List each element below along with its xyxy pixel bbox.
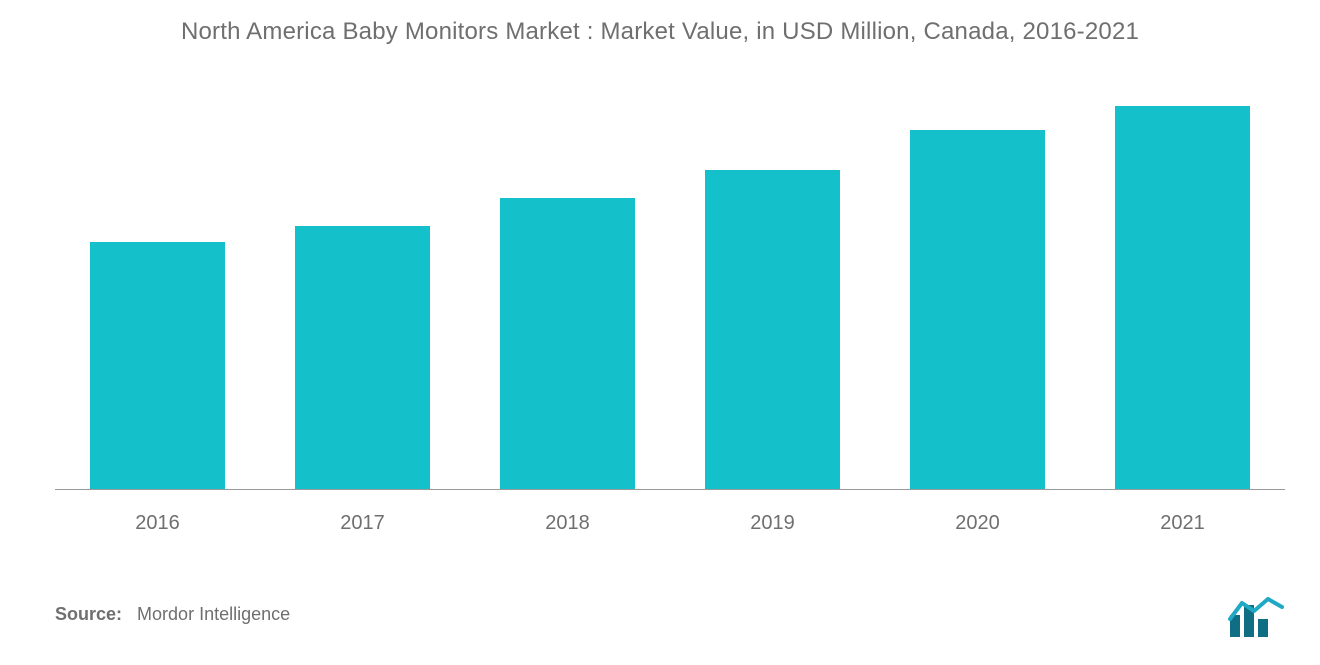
bar-2020	[910, 130, 1045, 490]
mordor-logo-icon	[1228, 597, 1288, 637]
x-label: 2021	[1080, 512, 1285, 535]
bar-slot	[260, 90, 465, 490]
source-value: Mordor Intelligence	[137, 604, 290, 624]
x-label: 2016	[55, 512, 260, 535]
bar-2017	[295, 226, 430, 490]
bar-2019	[705, 170, 840, 490]
bar-slot	[875, 90, 1080, 490]
plot-area	[55, 90, 1285, 490]
x-label: 2017	[260, 512, 465, 535]
source-footer: Source: Mordor Intelligence	[55, 604, 290, 625]
x-label: 2019	[670, 512, 875, 535]
bar-slot	[465, 90, 670, 490]
bar-2021	[1115, 106, 1250, 490]
chart-container: North America Baby Monitors Market : Mar…	[0, 0, 1320, 665]
source-label: Source:	[55, 604, 122, 624]
chart-title: North America Baby Monitors Market : Mar…	[0, 18, 1320, 46]
x-axis-labels: 201620172018201920202021	[55, 512, 1285, 535]
bar-2018	[500, 198, 635, 490]
x-label: 2020	[875, 512, 1080, 535]
bar-slot	[1080, 90, 1285, 490]
x-axis-line	[55, 489, 1285, 490]
bar-slot	[670, 90, 875, 490]
bar-slot	[55, 90, 260, 490]
x-label: 2018	[465, 512, 670, 535]
bars-group	[55, 90, 1285, 490]
bar-2016	[90, 242, 225, 490]
